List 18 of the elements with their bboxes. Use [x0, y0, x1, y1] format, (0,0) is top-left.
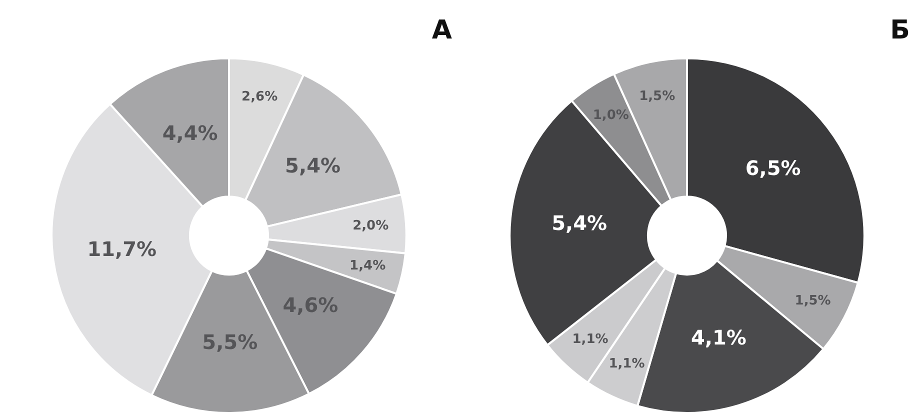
data-label: 4,4% [162, 120, 218, 145]
data-label: 6,5% [745, 156, 801, 180]
data-label: 1,1% [572, 332, 608, 347]
data-label: 1,5% [639, 89, 676, 104]
data-label: 2,6% [242, 89, 278, 104]
data-label: 5,4% [285, 153, 341, 178]
data-label: 5,5% [202, 330, 258, 354]
data-label: 11,7% [87, 237, 157, 262]
data-label: 4,1% [690, 325, 746, 350]
chart-title: Б [890, 15, 910, 46]
chart-title: А [432, 15, 452, 46]
data-label: 5,4% [552, 211, 608, 236]
data-label: 1,1% [608, 356, 645, 372]
data-label: 4,6% [282, 293, 338, 318]
data-label: 1,0% [592, 108, 629, 124]
data-label: 1,4% [350, 258, 386, 274]
data-label: 1,5% [794, 294, 831, 309]
data-label: 2,0% [352, 218, 389, 234]
